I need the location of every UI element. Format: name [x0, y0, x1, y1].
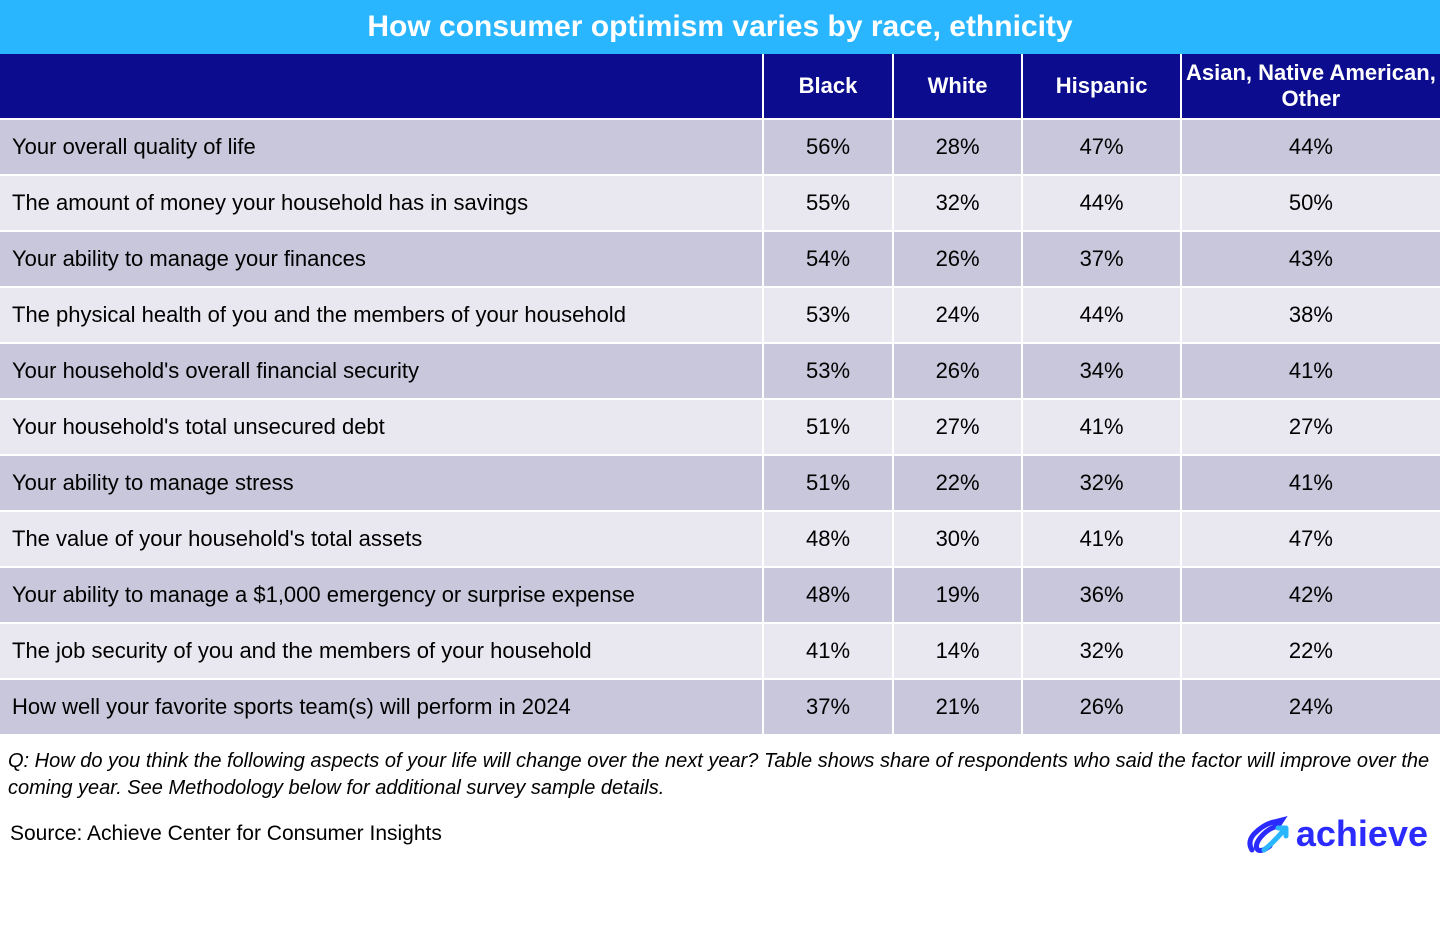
data-cell: 42% [1181, 567, 1440, 623]
table-header-cell: Hispanic [1022, 54, 1180, 119]
data-cell: 37% [1022, 231, 1180, 287]
row-label: How well your favorite sports team(s) wi… [0, 679, 763, 734]
data-cell: 44% [1181, 119, 1440, 175]
data-cell: 27% [893, 399, 1023, 455]
data-cell: 14% [893, 623, 1023, 679]
data-cell: 21% [893, 679, 1023, 734]
data-cell: 47% [1181, 511, 1440, 567]
chart-container: How consumer optimism varies by race, et… [0, 0, 1440, 870]
table-header-blank [0, 54, 763, 119]
row-label: Your household's overall financial secur… [0, 343, 763, 399]
data-cell: 43% [1181, 231, 1440, 287]
data-cell: 44% [1022, 287, 1180, 343]
chart-title: How consumer optimism varies by race, et… [0, 0, 1440, 54]
data-cell: 26% [1022, 679, 1180, 734]
row-label: Your ability to manage stress [0, 455, 763, 511]
data-cell: 41% [1022, 399, 1180, 455]
table-header-cell: White [893, 54, 1023, 119]
data-cell: 28% [893, 119, 1023, 175]
table-row: Your overall quality of life56%28%47%44% [0, 119, 1440, 175]
table-row: Your household's overall financial secur… [0, 343, 1440, 399]
data-cell: 24% [1181, 679, 1440, 734]
table-row: How well your favorite sports team(s) wi… [0, 679, 1440, 734]
data-cell: 19% [893, 567, 1023, 623]
row-label: The physical health of you and the membe… [0, 287, 763, 343]
data-cell: 37% [763, 679, 893, 734]
row-label: The value of your household's total asse… [0, 511, 763, 567]
data-cell: 51% [763, 399, 893, 455]
data-cell: 50% [1181, 175, 1440, 231]
data-cell: 26% [893, 231, 1023, 287]
data-cell: 54% [763, 231, 893, 287]
table-row: The amount of money your household has i… [0, 175, 1440, 231]
data-cell: 36% [1022, 567, 1180, 623]
data-cell: 47% [1022, 119, 1180, 175]
achieve-logo: achieve [1244, 812, 1428, 856]
data-cell: 44% [1022, 175, 1180, 231]
table-row: The physical health of you and the membe… [0, 287, 1440, 343]
achieve-logo-icon [1244, 812, 1292, 856]
row-label: Your ability to manage a $1,000 emergenc… [0, 567, 763, 623]
data-cell: 41% [763, 623, 893, 679]
source-row: Source: Achieve Center for Consumer Insi… [0, 806, 1440, 870]
row-label: Your overall quality of life [0, 119, 763, 175]
data-table: BlackWhiteHispanicAsian, Native American… [0, 54, 1440, 734]
row-label: The job security of you and the members … [0, 623, 763, 679]
data-cell: 41% [1022, 511, 1180, 567]
data-cell: 26% [893, 343, 1023, 399]
data-cell: 22% [1181, 623, 1440, 679]
source-text: Source: Achieve Center for Consumer Insi… [10, 822, 442, 846]
data-cell: 48% [763, 511, 893, 567]
data-cell: 32% [893, 175, 1023, 231]
data-cell: 34% [1022, 343, 1180, 399]
row-label: The amount of money your household has i… [0, 175, 763, 231]
data-cell: 41% [1181, 343, 1440, 399]
table-row: The job security of you and the members … [0, 623, 1440, 679]
table-body: Your overall quality of life56%28%47%44%… [0, 119, 1440, 734]
data-cell: 41% [1181, 455, 1440, 511]
row-label: Your ability to manage your finances [0, 231, 763, 287]
data-cell: 22% [893, 455, 1023, 511]
table-row: Your household's total unsecured debt51%… [0, 399, 1440, 455]
data-cell: 55% [763, 175, 893, 231]
data-cell: 24% [893, 287, 1023, 343]
achieve-logo-text: achieve [1296, 813, 1428, 855]
data-cell: 53% [763, 287, 893, 343]
data-cell: 27% [1181, 399, 1440, 455]
data-cell: 53% [763, 343, 893, 399]
data-cell: 51% [763, 455, 893, 511]
table-header-row: BlackWhiteHispanicAsian, Native American… [0, 54, 1440, 119]
data-cell: 32% [1022, 623, 1180, 679]
table-row: The value of your household's total asse… [0, 511, 1440, 567]
table-row: Your ability to manage your finances54%2… [0, 231, 1440, 287]
table-row: Your ability to manage stress51%22%32%41… [0, 455, 1440, 511]
data-cell: 30% [893, 511, 1023, 567]
data-cell: 56% [763, 119, 893, 175]
data-cell: 38% [1181, 287, 1440, 343]
data-cell: 32% [1022, 455, 1180, 511]
table-row: Your ability to manage a $1,000 emergenc… [0, 567, 1440, 623]
row-label: Your household's total unsecured debt [0, 399, 763, 455]
table-header-cell: Black [763, 54, 893, 119]
data-cell: 48% [763, 567, 893, 623]
table-header-cell: Asian, Native American, Other [1181, 54, 1440, 119]
footnote-text: Q: How do you think the following aspect… [0, 734, 1440, 806]
